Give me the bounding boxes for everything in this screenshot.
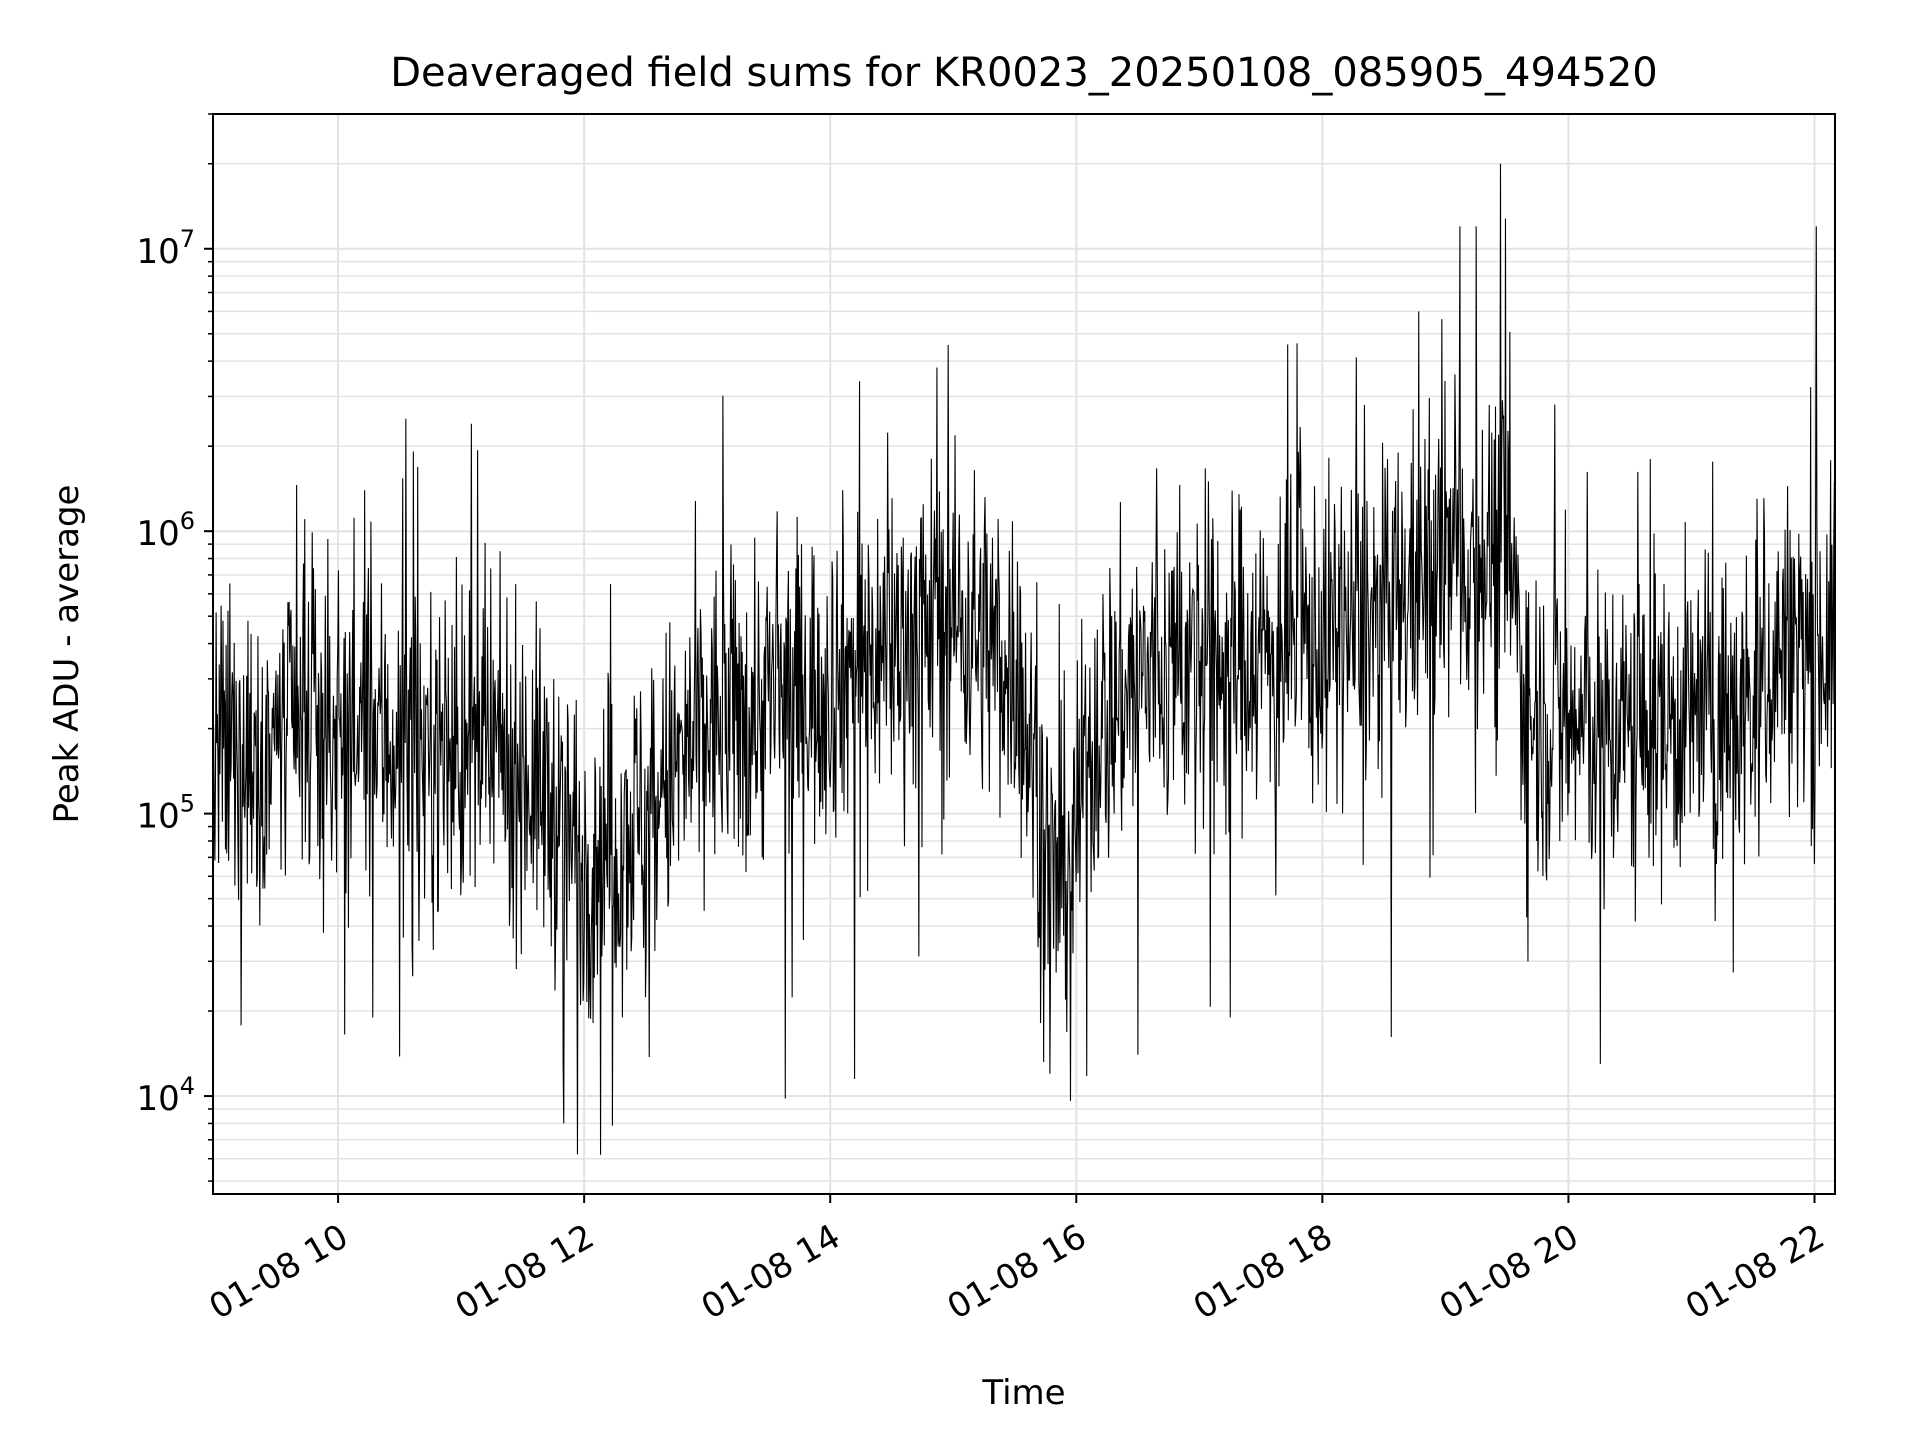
plot-frame bbox=[212, 113, 1836, 1195]
chart-title: Deaveraged field sums for KR0023_2025010… bbox=[390, 50, 1658, 96]
y-tick-label-exponent: 7 bbox=[180, 225, 195, 253]
y-tick-label-exponent: 6 bbox=[180, 507, 195, 535]
y-tick-label-exponent: 4 bbox=[180, 1072, 195, 1100]
y-tick-label-base: 10 bbox=[136, 232, 179, 272]
y-tick-label: 105 bbox=[136, 790, 195, 837]
y-tick-label: 107 bbox=[136, 225, 195, 272]
grid-layer bbox=[213, 113, 1835, 1194]
series-line bbox=[213, 163, 1835, 1155]
y-tick-label: 106 bbox=[136, 507, 195, 554]
x-axis-label: Time bbox=[981, 1373, 1065, 1413]
y-tick-label-base: 10 bbox=[136, 1079, 179, 1119]
series-layer bbox=[213, 163, 1835, 1155]
y-tick-label-base: 10 bbox=[136, 797, 179, 837]
y-tick-label: 104 bbox=[136, 1072, 195, 1119]
y-axis-label: Peak ADU - average bbox=[47, 485, 87, 824]
y-tick-label-exponent: 5 bbox=[180, 790, 195, 818]
y-tick-label-base: 10 bbox=[136, 514, 179, 554]
